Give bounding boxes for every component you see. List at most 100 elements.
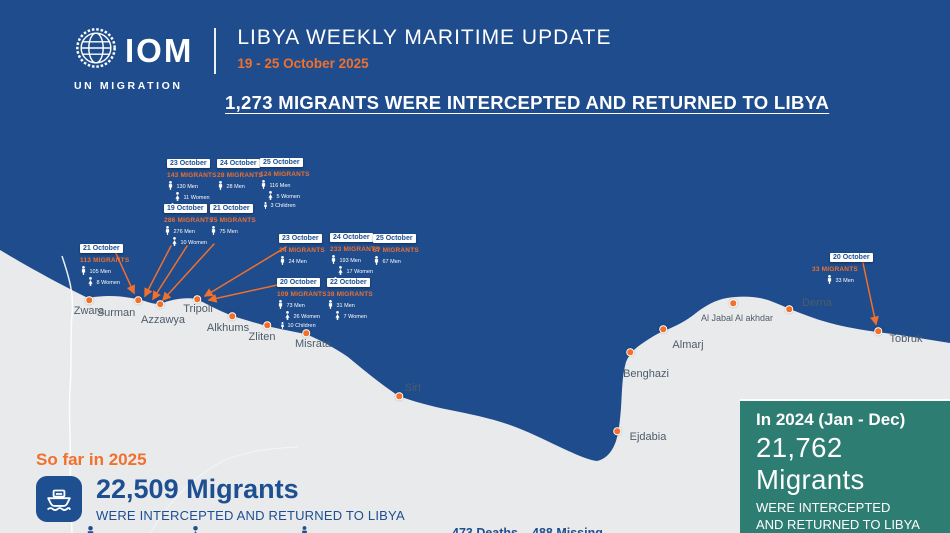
annotation-date: 25 October — [373, 233, 416, 243]
migrant-breakdown-line: 24 Men — [279, 256, 341, 265]
logo-subtitle: UN MIGRATION — [74, 80, 183, 92]
breakdown-label: 73 Men — [286, 303, 305, 309]
annotation-date: 20 October — [830, 252, 873, 262]
arrow — [113, 248, 135, 295]
arrow — [207, 283, 283, 303]
stats-2025-count: 22,509 Migrants — [96, 474, 299, 504]
breakdown-label: 8 Women — [96, 280, 120, 286]
stats-2025-caption: WERE INTERCEPTED AND RETURNED TO LIBYA — [96, 508, 405, 523]
city-dot-benghazi — [626, 348, 634, 356]
city-label: Al Jabal Al akhdar — [700, 313, 774, 323]
annotation-date: 22 October — [327, 277, 370, 287]
migrant-breakdown-line: 116 Men — [260, 180, 322, 189]
annotation-breakdown: 75 Men — [210, 226, 272, 235]
stats-2024-period: In 2024 (Jan - Dec) — [756, 410, 906, 429]
interception-annotation: 24 October 28 MIGRANTS 28 Men — [217, 152, 279, 190]
breakdown-label: 17 Women — [346, 269, 374, 275]
city-label: Tripoli — [183, 303, 213, 315]
interception-annotation: 22 October 38 MIGRANTS 31 Men 7 Women — [327, 271, 389, 320]
interception-annotation: 21 October 113 MIGRANTS 105 Men 8 Women — [80, 237, 142, 286]
city-dot-surman — [134, 296, 142, 304]
annotation-migrants: 28 MIGRANTS — [217, 172, 263, 179]
interception-annotation: 25 October 67 MIGRANTS 67 Men — [373, 227, 435, 265]
annotation-breakdown: 28 Men — [217, 181, 279, 190]
stats-2024-caption-line1: WERE INTERCEPTED — [756, 500, 891, 515]
arrow — [862, 262, 879, 326]
migrant-breakdown-line: 7 Women — [334, 311, 389, 320]
woman-icon — [190, 526, 201, 533]
iom-logo: IOM UN MIGRATION — [74, 26, 193, 92]
migrant-breakdown-line: 73 Men — [277, 300, 339, 309]
interception-annotation: 20 October 109 MIGRANTS 73 Men 26 Women 10… — [277, 271, 339, 329]
city-label: Misrata — [294, 338, 332, 350]
interception-annotation: 21 October 75 MIGRANTS 75 Men — [210, 197, 272, 235]
breakdown-label: 276 Men — [173, 229, 195, 235]
headline: 1,273 MIGRANTS WERE INTERCEPTED AND RETU… — [225, 92, 830, 113]
breakdown-label: 33 Men — [835, 278, 854, 284]
city-label: Benghazi — [623, 368, 669, 380]
migrant-breakdown-line: 26 Women — [284, 311, 339, 320]
breakdown-label: 26 Women — [293, 314, 321, 320]
interception-annotation: 25 October 124 MIGRANTS 116 Men 5 Women 3 … — [260, 151, 322, 209]
breakdown-label: 130 Men — [176, 184, 198, 190]
annotation-migrants: 24 MIGRANTS — [279, 247, 325, 254]
migrant-breakdown-line: 3 Children — [263, 202, 322, 209]
tunisia-border — [61, 255, 74, 533]
man-icon — [85, 526, 96, 533]
breakdown-label: 7 Women — [343, 314, 367, 320]
annotation-date: 19 October — [164, 203, 207, 213]
city-label: Derna — [802, 297, 832, 309]
arrow — [152, 245, 188, 301]
migrant-breakdown-line: 5 Women — [267, 191, 322, 200]
migrant-breakdown-line: 28 Men — [217, 181, 279, 190]
migrant-breakdown-line: 67 Men — [373, 256, 435, 265]
breakdown-label: 24 Men — [288, 259, 307, 265]
breakdown-label: 116 Men — [269, 183, 291, 189]
annotation-breakdown: 33 Men — [826, 275, 874, 284]
stats-2025-deaths: 473 Deaths — [452, 526, 519, 533]
stats-2025-period: So far in 2025 — [36, 450, 147, 469]
migrant-breakdown-line: 193 Men — [330, 255, 392, 264]
annotation-breakdown: 31 Men 7 Women — [327, 300, 389, 320]
city-dot-zwara — [85, 296, 93, 304]
breakdown-label: 193 Men — [339, 258, 361, 264]
city-dot-sirt — [395, 392, 403, 400]
stats-2025-breakdown-partial: 473 Deaths 488 Missing — [85, 526, 905, 533]
city-label: Tobruk — [889, 333, 923, 345]
city-dot-al-jabal-al-akhdar — [729, 299, 737, 307]
arrow — [161, 243, 215, 302]
interception-annotation: 20 October 33 MIGRANTS 33 Men — [812, 246, 874, 284]
header: IOM UN MIGRATION LIBYA WEEKLY MARITIME U… — [74, 26, 612, 92]
breakdown-label: 3 Children — [270, 203, 296, 209]
annotation-migrants: 233 MIGRANTS — [330, 246, 380, 253]
annotation-breakdown: 67 Men — [373, 256, 435, 265]
city-dot-derna — [785, 305, 793, 313]
migrant-breakdown-line: 75 Men — [210, 226, 272, 235]
migrant-breakdown-line: 8 Women — [87, 277, 142, 286]
annotation-migrants: 286 MIGRANTS — [164, 217, 214, 224]
city-label: Zwara — [73, 305, 105, 317]
iom-globe-icon — [74, 26, 118, 75]
breakdown-label: 10 Children — [287, 323, 316, 329]
city-label: Alkhums — [206, 322, 250, 334]
breakdown-label: 31 Men — [336, 303, 355, 309]
breakdown-label: 10 Women — [180, 240, 208, 246]
city-dot-ejdabia — [613, 427, 621, 435]
city-label: Zliten — [248, 331, 276, 343]
annotation-migrants: 109 MIGRANTS — [277, 291, 327, 298]
annotation-migrants: 75 MIGRANTS — [210, 217, 256, 224]
annotation-breakdown: 116 Men 5 Women 3 Children — [260, 180, 322, 209]
annotation-migrants: 38 MIGRANTS — [327, 291, 373, 298]
stats-2025-missing: 488 Missing — [532, 526, 603, 533]
annotation-date: 24 October — [330, 232, 373, 242]
stats-2024: In 2024 (Jan - Dec) 21,762 Migrants WERE… — [740, 399, 950, 533]
interception-annotation: 23 October 24 MIGRANTS 24 Men — [279, 227, 341, 265]
stats-2024-caption-line2: AND RETURNED TO LIBYA — [756, 516, 920, 532]
migrant-breakdown-line: 31 Men — [327, 300, 389, 309]
annotation-breakdown: 73 Men 26 Women 10 Children — [277, 300, 339, 329]
annotation-date: 21 October — [80, 243, 123, 253]
migrant-breakdown-line: 11 Women — [174, 192, 229, 201]
